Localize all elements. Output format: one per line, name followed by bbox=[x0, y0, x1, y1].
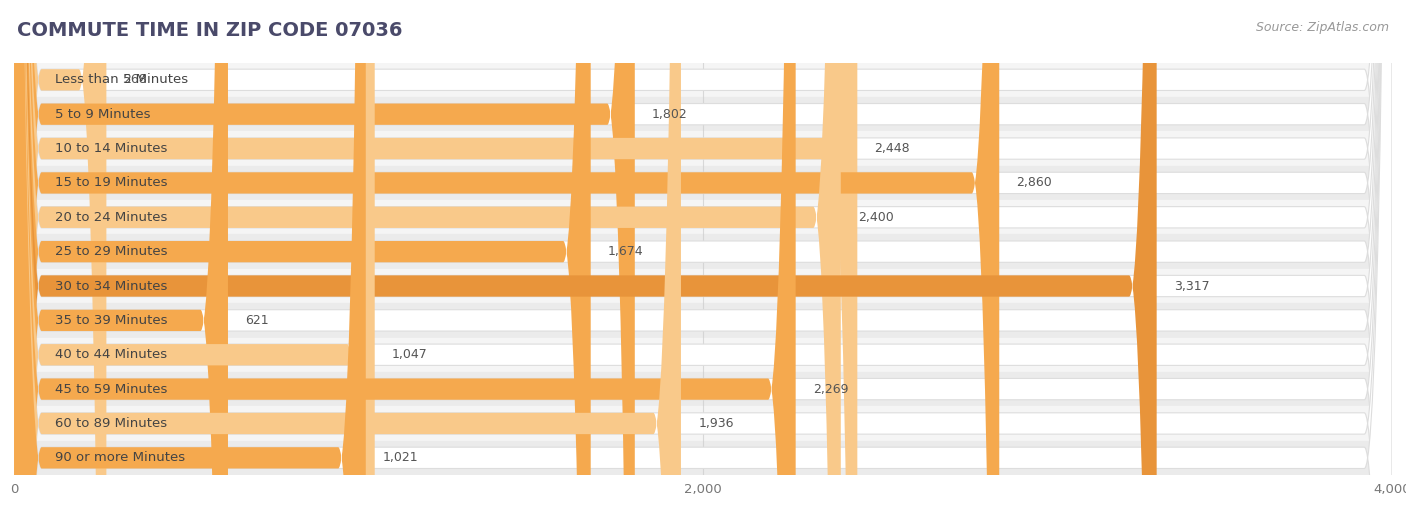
Text: 40 to 44 Minutes: 40 to 44 Minutes bbox=[55, 348, 167, 361]
FancyBboxPatch shape bbox=[14, 0, 1000, 522]
FancyBboxPatch shape bbox=[14, 0, 1392, 522]
Text: COMMUTE TIME IN ZIP CODE 07036: COMMUTE TIME IN ZIP CODE 07036 bbox=[17, 21, 402, 40]
Text: 2,860: 2,860 bbox=[1017, 176, 1052, 189]
Text: 90 or more Minutes: 90 or more Minutes bbox=[55, 452, 186, 465]
Text: 1,936: 1,936 bbox=[699, 417, 734, 430]
Bar bbox=[14, 269, 1392, 303]
FancyBboxPatch shape bbox=[14, 0, 375, 522]
Text: 1,802: 1,802 bbox=[652, 108, 688, 121]
Text: 2,400: 2,400 bbox=[858, 211, 894, 224]
Bar bbox=[14, 132, 1392, 166]
FancyBboxPatch shape bbox=[14, 0, 681, 522]
FancyBboxPatch shape bbox=[14, 0, 1157, 522]
Text: 20 to 24 Minutes: 20 to 24 Minutes bbox=[55, 211, 167, 224]
FancyBboxPatch shape bbox=[14, 0, 1392, 522]
Text: 2,448: 2,448 bbox=[875, 142, 910, 155]
FancyBboxPatch shape bbox=[14, 0, 1392, 522]
Bar bbox=[14, 406, 1392, 441]
FancyBboxPatch shape bbox=[14, 0, 1392, 522]
Bar bbox=[14, 63, 1392, 97]
FancyBboxPatch shape bbox=[14, 0, 1392, 522]
FancyBboxPatch shape bbox=[14, 0, 1392, 522]
FancyBboxPatch shape bbox=[14, 0, 1392, 522]
Bar bbox=[14, 200, 1392, 234]
FancyBboxPatch shape bbox=[14, 0, 858, 522]
FancyBboxPatch shape bbox=[14, 0, 1392, 522]
FancyBboxPatch shape bbox=[14, 0, 1392, 522]
Text: 1,674: 1,674 bbox=[607, 245, 644, 258]
Bar bbox=[14, 234, 1392, 269]
FancyBboxPatch shape bbox=[14, 0, 591, 522]
Text: 1,047: 1,047 bbox=[392, 348, 427, 361]
Bar bbox=[14, 166, 1392, 200]
Text: Less than 5 Minutes: Less than 5 Minutes bbox=[55, 73, 188, 86]
Text: 3,317: 3,317 bbox=[1174, 279, 1209, 292]
Text: 25 to 29 Minutes: 25 to 29 Minutes bbox=[55, 245, 167, 258]
Bar bbox=[14, 441, 1392, 475]
Bar bbox=[14, 97, 1392, 132]
Text: 60 to 89 Minutes: 60 to 89 Minutes bbox=[55, 417, 167, 430]
Text: 621: 621 bbox=[245, 314, 269, 327]
FancyBboxPatch shape bbox=[14, 0, 841, 522]
FancyBboxPatch shape bbox=[14, 0, 634, 522]
FancyBboxPatch shape bbox=[14, 0, 228, 522]
Bar bbox=[14, 338, 1392, 372]
FancyBboxPatch shape bbox=[14, 0, 1392, 522]
Text: 30 to 34 Minutes: 30 to 34 Minutes bbox=[55, 279, 167, 292]
Text: 1,021: 1,021 bbox=[382, 452, 419, 465]
Bar bbox=[14, 303, 1392, 338]
FancyBboxPatch shape bbox=[14, 0, 796, 522]
Bar bbox=[14, 372, 1392, 406]
Text: 15 to 19 Minutes: 15 to 19 Minutes bbox=[55, 176, 167, 189]
FancyBboxPatch shape bbox=[14, 0, 1392, 522]
Text: Source: ZipAtlas.com: Source: ZipAtlas.com bbox=[1256, 21, 1389, 34]
Text: 268: 268 bbox=[124, 73, 148, 86]
Text: 45 to 59 Minutes: 45 to 59 Minutes bbox=[55, 383, 167, 396]
Text: 10 to 14 Minutes: 10 to 14 Minutes bbox=[55, 142, 167, 155]
Text: 5 to 9 Minutes: 5 to 9 Minutes bbox=[55, 108, 150, 121]
Text: 2,269: 2,269 bbox=[813, 383, 848, 396]
FancyBboxPatch shape bbox=[14, 0, 1392, 522]
FancyBboxPatch shape bbox=[14, 0, 107, 522]
FancyBboxPatch shape bbox=[14, 0, 366, 522]
Text: 35 to 39 Minutes: 35 to 39 Minutes bbox=[55, 314, 167, 327]
